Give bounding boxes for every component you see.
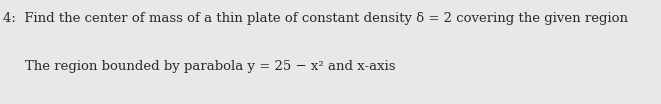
Text: 4:  Find the center of mass of a thin plate of constant density δ = 2 covering t: 4: Find the center of mass of a thin pla…: [3, 12, 629, 25]
Text: The region bounded by parabola y = 25 − x² and x-axis: The region bounded by parabola y = 25 − …: [25, 60, 396, 73]
